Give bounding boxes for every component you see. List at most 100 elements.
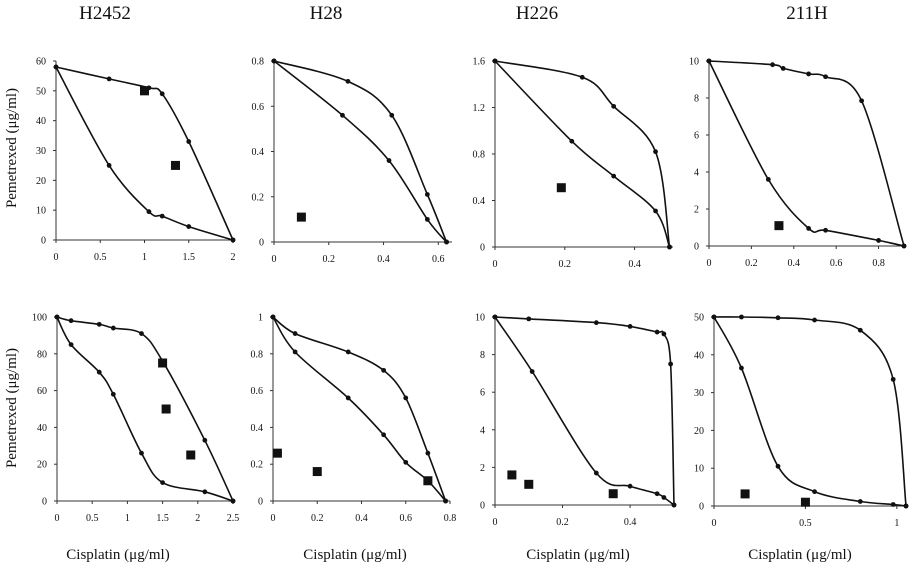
x-axis-label-h2452: Cisplatin (μg/ml) xyxy=(66,547,169,563)
x-tick-label: 2.5 xyxy=(227,513,240,524)
y-tick-label: 6 xyxy=(694,131,699,142)
x-axis-label-h226: Cisplatin (μg/ml) xyxy=(526,547,629,563)
curve-data-point xyxy=(667,244,672,250)
curve-data-point xyxy=(857,499,863,504)
y-tick-label: 10 xyxy=(475,313,485,324)
curve-data-point xyxy=(68,342,74,347)
combination-square-marker xyxy=(556,183,566,193)
curve-data-point xyxy=(775,315,781,321)
isobole-curve-2 xyxy=(272,316,447,502)
y-tick-label: 60 xyxy=(37,386,47,397)
curve-data-point xyxy=(627,483,633,489)
curve-data-point xyxy=(526,316,532,322)
curve-data-point xyxy=(159,91,165,97)
curve-data-point xyxy=(271,58,277,64)
panel-top-211H: 0 0.2 0.4 0.6 0.8 0 2 4 6 8 10 xyxy=(689,57,907,269)
y-tick-label: 0.2 xyxy=(252,192,265,203)
combination-square-marker xyxy=(774,221,784,231)
y-tick-label: 30 xyxy=(694,388,704,399)
y-tick-label: 10 xyxy=(36,206,46,217)
y-tick-label: 0.4 xyxy=(252,147,265,158)
curve-data-point xyxy=(425,450,431,456)
curve-data-point xyxy=(780,66,786,71)
curve-data-point xyxy=(340,112,345,118)
curve-data-point xyxy=(654,491,660,497)
y-tick-label: 60 xyxy=(36,57,46,68)
curve-data-point xyxy=(739,365,744,371)
isobole-curve-2 xyxy=(708,60,905,247)
x-tick-label: 1 xyxy=(894,518,899,529)
x-tick-label: 0 xyxy=(55,513,60,524)
curve-data-point xyxy=(671,502,677,508)
combination-square-marker xyxy=(800,497,810,507)
combination-square-marker xyxy=(296,212,306,222)
curve-data-point xyxy=(901,243,907,249)
y-tick-label: 1.2 xyxy=(473,103,486,114)
curve-data-point xyxy=(345,395,351,401)
x-tick-label: 0.4 xyxy=(788,258,801,269)
x-tick-label: 0.2 xyxy=(311,513,324,524)
x-tick-label: 0 xyxy=(712,518,717,529)
y-tick-label: 20 xyxy=(36,176,46,187)
curve-data-point xyxy=(661,495,667,500)
isobole-curve-2 xyxy=(494,60,671,248)
curve-data-point xyxy=(53,64,59,70)
y-tick-label: 0.2 xyxy=(251,460,264,471)
y-tick-label: 4 xyxy=(480,425,485,436)
x-tick-label: 2 xyxy=(195,513,200,524)
combination-square-marker xyxy=(161,404,171,414)
curve-data-point xyxy=(110,325,116,331)
curve-data-point xyxy=(593,470,599,476)
curve-data-point xyxy=(292,331,298,336)
curve-data-point xyxy=(706,58,712,64)
curve-data-point xyxy=(403,395,409,401)
x-tick-label: 0 xyxy=(271,513,276,524)
isobole-curve-2 xyxy=(56,316,234,502)
axes-frame xyxy=(56,317,233,502)
curve-data-point xyxy=(403,459,409,465)
curve-data-point xyxy=(653,208,658,214)
curve-data-point xyxy=(529,369,535,374)
curve-data-point xyxy=(654,329,660,335)
panel-bottom-H28: 0 0.2 0.4 0.6 0.8 0 0.2 0.4 0.6 0.8 1 xyxy=(251,313,457,525)
isobole-curve-1 xyxy=(494,316,675,506)
x-tick-label: 0.6 xyxy=(830,258,843,269)
x-tick-label: 0.5 xyxy=(799,518,812,529)
y-tick-label: 40 xyxy=(36,116,46,127)
curve-data-point xyxy=(492,314,498,320)
x-tick-label: 1.5 xyxy=(156,513,169,524)
isobole-curve-1 xyxy=(708,60,905,247)
curve-data-point xyxy=(444,239,449,245)
combination-square-marker xyxy=(170,160,180,170)
y-tick-label: 8 xyxy=(480,350,485,361)
y-tick-label: 0.8 xyxy=(473,150,486,161)
y-tick-label: 10 xyxy=(694,464,704,475)
isobole-curve-2 xyxy=(494,316,675,506)
x-tick-label: 0.4 xyxy=(624,517,637,528)
x-tick-label: 0.2 xyxy=(323,254,336,265)
y-tick-label: 30 xyxy=(36,146,46,157)
curve-data-point xyxy=(96,321,102,327)
curve-data-point xyxy=(292,349,298,355)
curve-data-point xyxy=(890,376,896,382)
column-title-h2452: H2452 xyxy=(79,3,131,24)
curve-data-point xyxy=(812,317,817,323)
x-tick-label: 0.6 xyxy=(432,254,445,265)
x-tick-label: 2 xyxy=(231,252,236,263)
y-tick-label: 0.4 xyxy=(251,423,264,434)
combination-square-marker xyxy=(186,450,196,460)
curve-data-point xyxy=(345,78,351,84)
y-tick-label: 20 xyxy=(694,426,704,437)
x-tick-label: 0.4 xyxy=(628,259,641,270)
curve-data-point xyxy=(661,331,667,337)
column-title-211h: 211H xyxy=(786,3,828,24)
y-tick-label: 0.4 xyxy=(473,196,486,207)
curve-data-point xyxy=(139,331,144,336)
curve-data-point xyxy=(106,76,112,82)
y-tick-label: 2 xyxy=(480,463,485,474)
combination-square-marker xyxy=(272,448,282,458)
y-tick-label: 0 xyxy=(480,501,485,512)
curve-data-point xyxy=(823,74,828,80)
